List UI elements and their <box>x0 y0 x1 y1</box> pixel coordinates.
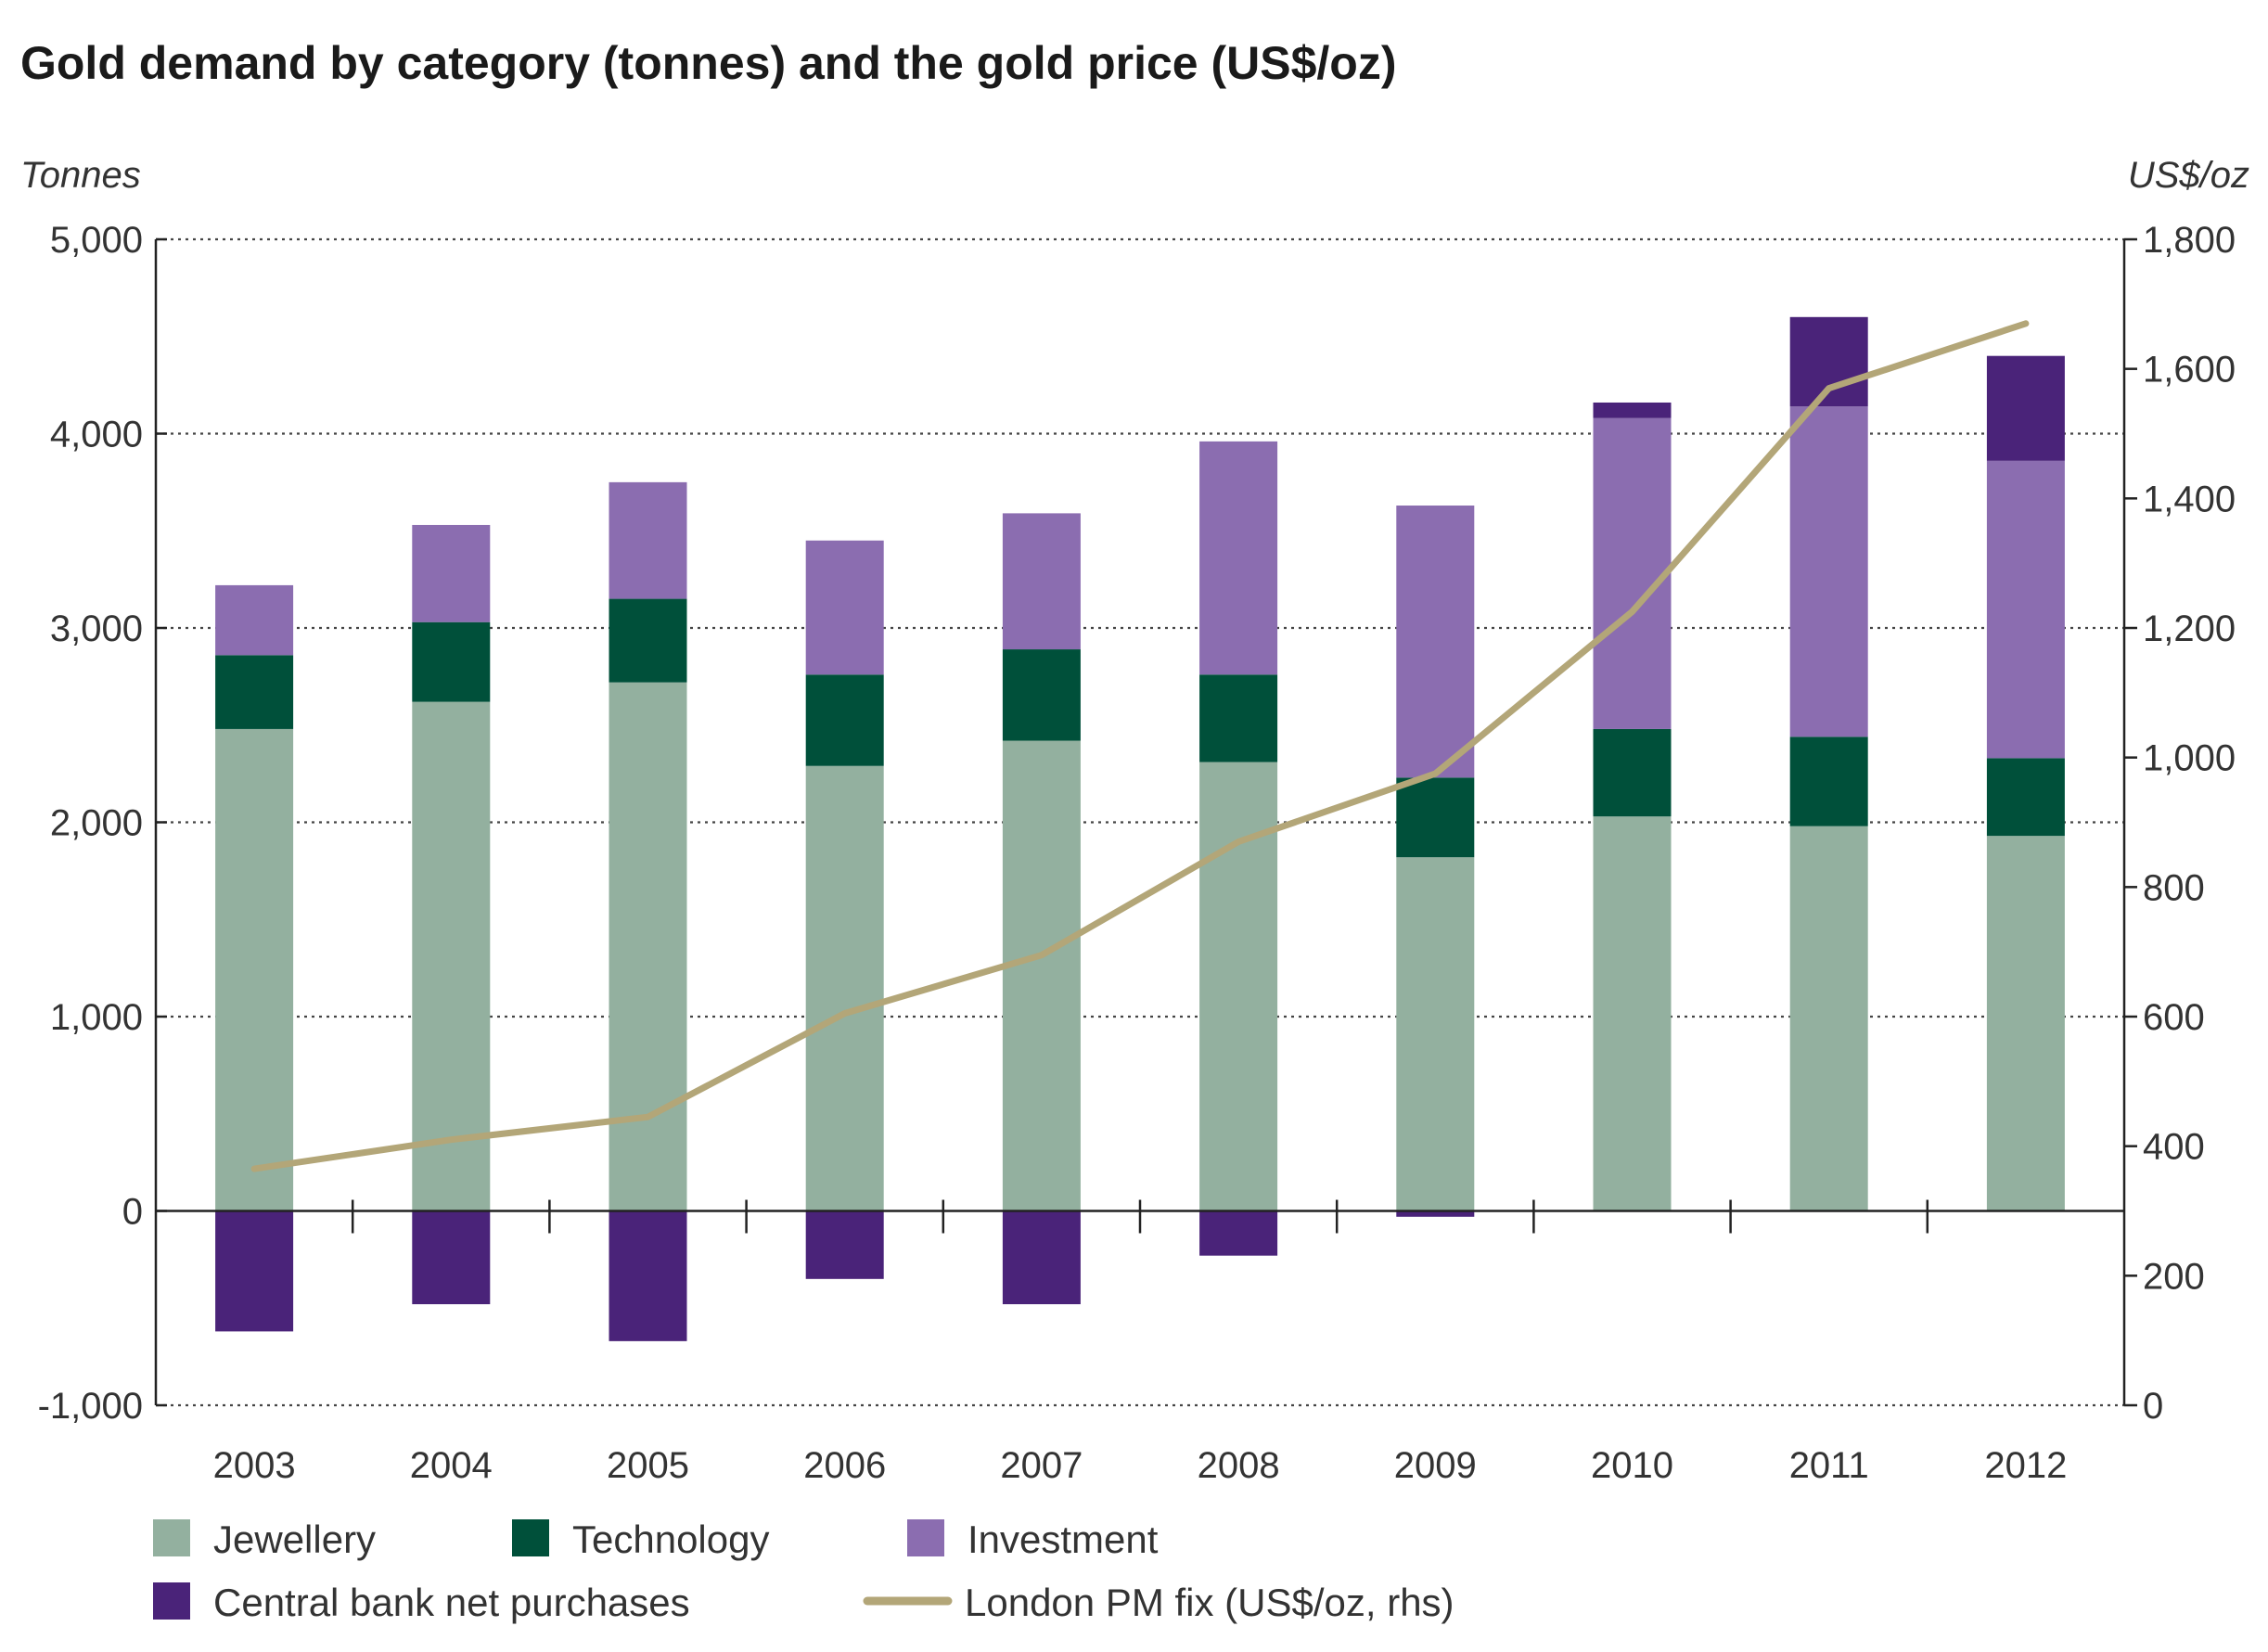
bar-technology-2009 <box>1396 777 1475 858</box>
category-label-2009: 2009 <box>1394 1445 1477 1486</box>
legend-label-london-pm-fix: London PM fix (US$/oz, rhs) <box>965 1581 1454 1624</box>
bar-jewellery-2010 <box>1593 816 1672 1211</box>
bar-investment-2010 <box>1593 417 1672 729</box>
legend-swatch-investment <box>907 1519 944 1556</box>
legend-label-investment: Investment <box>967 1518 1159 1561</box>
left-axis-unit: Tonnes <box>20 155 141 196</box>
bar-central-bank-net-purchases-2012 <box>1986 355 2065 461</box>
bar-investment-2004 <box>412 524 491 622</box>
right-tick-label-3: 600 <box>2143 997 2205 1038</box>
chart-title: Gold demand by category (tonnes) and the… <box>20 37 1396 89</box>
bar-investment-2008 <box>1199 441 1278 675</box>
left-tick-label-2: 1,000 <box>50 997 143 1038</box>
category-label-2008: 2008 <box>1198 1445 1280 1486</box>
bar-investment-2012 <box>1986 460 2065 759</box>
bar-jewellery-2006 <box>805 765 884 1211</box>
bar-technology-2007 <box>1002 649 1081 741</box>
bar-jewellery-2008 <box>1199 762 1278 1211</box>
left-tick-label-1: 0 <box>122 1192 143 1233</box>
price-line <box>250 320 2030 1172</box>
right-tick-label-1: 200 <box>2143 1256 2205 1297</box>
category-label-2007: 2007 <box>1000 1445 1083 1486</box>
left-tick-label-6: 5,000 <box>50 220 143 261</box>
bar-central-bank-net-purchases-2004 <box>412 1210 491 1305</box>
legend-swatch-jewellery <box>153 1519 190 1556</box>
bar-jewellery-2005 <box>609 682 687 1211</box>
bar-technology-2004 <box>412 621 491 702</box>
price-line-path <box>250 320 2030 1172</box>
legend-swatch-central-bank-net-purchases <box>153 1582 190 1620</box>
legend-label-central-bank-net-purchases: Central bank net purchases <box>213 1581 690 1624</box>
right-tick-label-2: 400 <box>2143 1127 2205 1168</box>
axes <box>154 237 2137 1407</box>
left-tick-label-0: -1,000 <box>38 1386 143 1427</box>
legend-label-technology: Technology <box>572 1518 769 1561</box>
legend-swatch-technology <box>512 1519 549 1556</box>
bar-technology-2006 <box>805 674 884 766</box>
bar-technology-2012 <box>1986 758 2065 837</box>
category-label-2010: 2010 <box>1591 1445 1673 1486</box>
bar-central-bank-net-purchases-2006 <box>805 1210 884 1279</box>
bar-technology-2011 <box>1789 736 1868 826</box>
left-tick-label-4: 3,000 <box>50 608 143 649</box>
left-tick-label-5: 4,000 <box>50 415 143 455</box>
legend-label-jewellery: Jewellery <box>213 1518 376 1561</box>
bar-central-bank-net-purchases-2003 <box>215 1210 294 1332</box>
right-tick-label-0: 0 <box>2143 1386 2163 1427</box>
bar-technology-2010 <box>1593 728 1672 817</box>
right-axis-unit: US$/oz <box>2128 155 2249 196</box>
bar-central-bank-net-purchases-2010 <box>1593 402 1672 418</box>
category-labels: 2003 2004 2005 2006 2007 2008 2009 2010 2011 2012 <box>213 1445 2068 1486</box>
bar-investment-2003 <box>215 584 294 656</box>
bar-investment-2011 <box>1789 406 1868 737</box>
category-label-2004: 2004 <box>410 1445 493 1486</box>
right-tick-label-8: 1,600 <box>2143 350 2236 391</box>
bar-jewellery-2011 <box>1789 826 1868 1211</box>
right-tick-label-7: 1,400 <box>2143 479 2236 519</box>
right-tick-label-5: 1,000 <box>2143 738 2236 779</box>
bar-investment-2005 <box>609 481 687 599</box>
bar-investment-2006 <box>805 540 884 675</box>
bar-investment-2007 <box>1002 513 1081 650</box>
bars <box>215 316 2065 1341</box>
bar-investment-2009 <box>1396 506 1475 778</box>
left-tick-label-3: 2,000 <box>50 803 143 844</box>
bar-jewellery-2004 <box>412 701 491 1211</box>
bar-jewellery-2007 <box>1002 740 1081 1211</box>
right-tick-labels: 0 200 400 600 800 1,000 1,200 1,400 1,600 1,800 <box>2143 220 2236 1427</box>
legend: Jewellery Technology Investment Central ban… <box>153 1518 1454 1624</box>
left-tick-labels: -1,000 0 1,000 2,000 3,000 4,000 5,000 <box>38 220 143 1427</box>
bar-central-bank-net-purchases-2007 <box>1002 1210 1081 1305</box>
bar-technology-2008 <box>1199 674 1278 762</box>
bar-technology-2003 <box>215 655 294 729</box>
bar-technology-2005 <box>609 598 687 683</box>
category-label-2012: 2012 <box>1984 1445 2067 1486</box>
right-tick-label-9: 1,800 <box>2143 220 2236 261</box>
bar-central-bank-net-purchases-2008 <box>1199 1210 1278 1256</box>
category-label-2003: 2003 <box>213 1445 296 1486</box>
category-label-2006: 2006 <box>803 1445 886 1486</box>
bar-central-bank-net-purchases-2009 <box>1396 1210 1475 1217</box>
bar-jewellery-2012 <box>1986 836 2065 1211</box>
category-label-2011: 2011 <box>1789 1445 1869 1486</box>
bar-jewellery-2009 <box>1396 857 1475 1211</box>
category-label-2005: 2005 <box>607 1445 689 1486</box>
right-tick-label-4: 800 <box>2143 867 2205 908</box>
bar-central-bank-net-purchases-2005 <box>609 1210 687 1341</box>
right-tick-label-6: 1,200 <box>2143 608 2236 649</box>
bar-jewellery-2003 <box>215 728 294 1211</box>
